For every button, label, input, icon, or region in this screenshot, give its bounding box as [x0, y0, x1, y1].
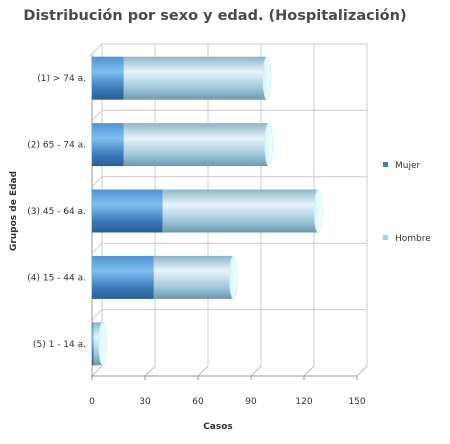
- x-axis-title: Casos: [203, 422, 233, 432]
- floor-line: [197, 365, 209, 377]
- legend-label-mujer: Mujer: [395, 161, 421, 171]
- bar-end-cap: [229, 255, 238, 300]
- y-tick-label: (3) 45 - 64 a.: [27, 207, 86, 217]
- floor-line: [356, 365, 368, 377]
- grid-side-line: [91, 43, 103, 55]
- bar-mujer: [92, 123, 124, 167]
- bar-hombre: [93, 322, 103, 366]
- x-tick-label: 150: [348, 397, 365, 407]
- floor-line: [303, 365, 315, 377]
- chart-title: Distribución por sexo y edad. (Hospitali…: [23, 8, 406, 24]
- bars: [92, 56, 323, 366]
- floor-line: [144, 365, 156, 377]
- grid-side-line: [91, 176, 103, 188]
- legend: Mujer Hombre: [383, 161, 431, 244]
- x-tick-label: 120: [295, 397, 312, 407]
- bar-hombre: [153, 255, 234, 299]
- grid-side-line: [91, 309, 103, 320]
- y-tick-label: (5) 1 - 14 a.: [33, 340, 86, 350]
- bar-mujer: [92, 322, 94, 366]
- y-tick-label: (4) 15 - 44 a.: [27, 273, 86, 283]
- y-axis-title: Grupos de Edad: [9, 171, 19, 251]
- y-tick-labels: (1) > 74 a. (2) 65 - 74 a. (3) 45 - 64 a. (…: [27, 74, 86, 350]
- bar-end-cap: [262, 56, 272, 100]
- bar-mujer: [92, 189, 163, 233]
- bar-mujer: [92, 255, 154, 299]
- legend-swatch-mujer: [383, 162, 388, 167]
- x-tick-label: 30: [139, 397, 151, 407]
- bar-end-cap: [264, 122, 273, 167]
- bar-hombre: [123, 56, 267, 100]
- y-tick-label: (1) > 74 a.: [37, 74, 86, 84]
- bar-end-cap: [313, 189, 323, 233]
- bar-end-cap: [98, 321, 107, 366]
- legend-label-hombre: Hombre: [395, 234, 431, 244]
- x-tick-labels: 0 30 60 90 120 150: [89, 397, 366, 407]
- bar-mujer: [92, 56, 124, 100]
- x-tick-label: 90: [245, 397, 257, 407]
- x-tick-label: 0: [89, 397, 95, 407]
- bar-hombre: [162, 189, 319, 233]
- grid-side-line: [91, 242, 103, 254]
- floor-line: [250, 365, 262, 377]
- floor-line: [91, 365, 103, 377]
- bar-hombre: [123, 123, 269, 167]
- grid-side-line: [91, 110, 103, 121]
- y-tick-label: (2) 65 - 74 a.: [27, 141, 86, 151]
- legend-swatch-hombre: [383, 235, 388, 240]
- x-tick-label: 60: [192, 397, 204, 407]
